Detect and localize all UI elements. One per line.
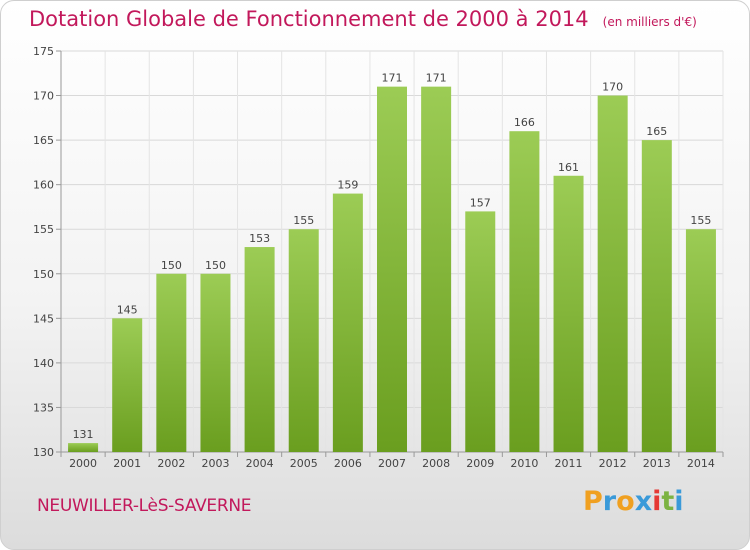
bar-value-labels: 131 145 150 150 153 155 159 171 171 157 166 161 170 1…: [73, 72, 712, 441]
x-tick-label: 2010: [510, 457, 538, 470]
bar: [200, 273, 231, 452]
chart-title: Dotation Globale de Fonctionnement de 20…: [29, 7, 697, 31]
bar: [553, 175, 584, 452]
chart-title-text: Dotation Globale de Fonctionnement de 20…: [29, 7, 589, 31]
logo-letter: i: [652, 486, 662, 517]
bar: [509, 131, 540, 452]
bar: [332, 193, 363, 453]
bar: [685, 229, 716, 452]
bar: [288, 229, 319, 452]
y-tick-label: 165: [33, 134, 54, 147]
x-tick-label: 2001: [113, 457, 141, 470]
bar-value-label: 165: [646, 125, 667, 138]
bar: [156, 273, 187, 452]
bar-value-label: 161: [558, 161, 579, 174]
location-name: NEUWILLER-LèS-SAVERNE: [37, 496, 252, 516]
x-tick-label: 2008: [422, 457, 450, 470]
bar-value-label: 159: [337, 179, 358, 192]
bar-value-label: 153: [249, 232, 270, 245]
x-tick-label: 2000: [69, 457, 97, 470]
bar-value-label: 157: [470, 196, 491, 209]
bar: [421, 86, 452, 453]
y-tick-label: 145: [33, 312, 54, 325]
proxiti-logo: Proxiti: [583, 486, 684, 517]
y-tick-label: 135: [33, 401, 54, 414]
bars: [68, 86, 716, 453]
tick-labels: 130 135 140 145 150 155 160 165 170 175 2000 2001 20…: [33, 45, 715, 470]
bar: [112, 318, 143, 452]
x-tick-label: 2009: [466, 457, 494, 470]
bar-value-label: 150: [205, 259, 226, 272]
logo-letter: r: [602, 486, 617, 517]
bar-value-label: 155: [690, 214, 711, 227]
logo-letter: t: [661, 486, 675, 517]
bar: [68, 443, 99, 452]
y-tick-label: 150: [33, 268, 54, 281]
logo-letter: P: [583, 486, 603, 517]
y-tick-label: 175: [33, 45, 54, 58]
bar: [641, 140, 672, 452]
bar-value-label: 171: [382, 72, 403, 85]
x-tick-label: 2006: [334, 457, 362, 470]
x-tick-label: 2007: [378, 457, 406, 470]
x-tick-label: 2012: [599, 457, 627, 470]
x-tick-label: 2002: [157, 457, 185, 470]
bar: [244, 247, 275, 452]
x-tick-label: 2013: [643, 457, 671, 470]
x-tick-label: 2003: [201, 457, 229, 470]
bar-value-label: 171: [426, 72, 447, 85]
bar: [377, 86, 407, 453]
logo-letter: x: [634, 486, 653, 517]
bar-value-label: 166: [514, 116, 535, 129]
x-tick-label: 2005: [290, 457, 318, 470]
bar-value-label: 155: [293, 214, 314, 227]
bar-value-label: 170: [602, 81, 623, 94]
bar-value-label: 145: [117, 303, 138, 316]
x-tick-label: 2014: [687, 457, 715, 470]
x-tick-label: 2011: [555, 457, 583, 470]
bar: [597, 95, 628, 453]
logo-letter: i: [674, 486, 684, 517]
bar-value-label: 131: [73, 428, 94, 441]
y-tick-label: 155: [33, 223, 54, 236]
x-tick-label: 2004: [246, 457, 274, 470]
bar-value-label: 150: [161, 259, 182, 272]
bar: [465, 211, 496, 452]
y-tick-label: 160: [33, 179, 54, 192]
y-tick-label: 130: [33, 446, 54, 459]
logo-letter: o: [616, 486, 635, 517]
y-tick-label: 140: [33, 357, 54, 370]
chart-subtitle: (en milliers d'€): [602, 15, 697, 29]
y-tick-label: 170: [33, 90, 54, 103]
